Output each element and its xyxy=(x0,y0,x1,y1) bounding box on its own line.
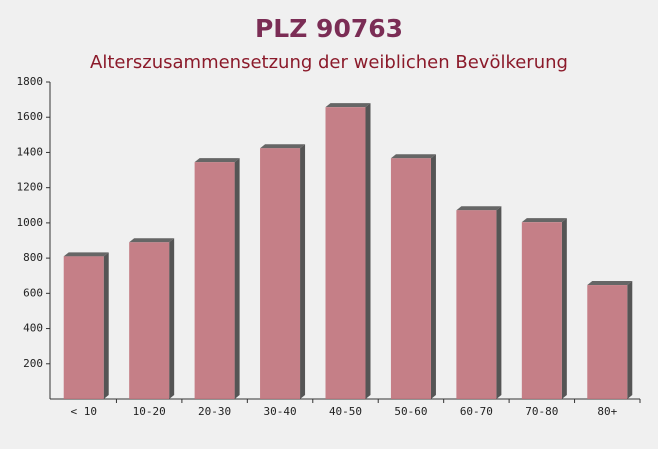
x-tick-label: 70-80 xyxy=(525,405,558,418)
bar-top xyxy=(260,144,306,149)
x-tick-label: 40-50 xyxy=(329,405,362,418)
bar xyxy=(325,107,366,399)
y-tick-label: 1800 xyxy=(17,75,44,88)
bar-side xyxy=(234,158,240,399)
bar-top xyxy=(129,238,175,243)
x-tick-label: 10-20 xyxy=(133,405,166,418)
bar-side xyxy=(300,144,306,399)
bar-top xyxy=(390,154,436,159)
y-tick-label: 1000 xyxy=(17,216,44,229)
bar-top xyxy=(456,206,502,211)
x-tick-label: 30-40 xyxy=(263,405,296,418)
chart-subtitle: Alterszusammensetzung der weiblichen Bev… xyxy=(90,52,568,73)
bar-side xyxy=(627,281,633,399)
y-tick-label: 1400 xyxy=(17,145,44,158)
bar xyxy=(587,285,628,399)
bar-side xyxy=(103,252,109,399)
y-tick-label: 1200 xyxy=(17,181,44,194)
bar-side xyxy=(496,206,502,399)
bar xyxy=(129,242,170,399)
bar xyxy=(390,158,431,399)
bar-top xyxy=(325,103,371,108)
bar-top xyxy=(194,158,240,163)
bar xyxy=(521,222,562,399)
bar-top xyxy=(587,281,633,286)
y-tick-label: 400 xyxy=(23,322,43,335)
y-tick-label: 600 xyxy=(23,286,43,299)
x-tick-label: < 10 xyxy=(70,405,97,418)
bar-side xyxy=(561,218,567,399)
bar-top xyxy=(63,252,109,257)
y-tick-label: 1600 xyxy=(17,110,44,123)
bar xyxy=(260,148,301,399)
x-tick-label: 50-60 xyxy=(394,405,427,418)
bar-top xyxy=(521,218,567,223)
x-tick-label: 20-30 xyxy=(198,405,231,418)
bar-side xyxy=(169,238,175,399)
bar-side xyxy=(365,103,371,399)
y-tick-label: 800 xyxy=(23,251,43,264)
bar xyxy=(63,256,104,399)
chart-title: PLZ 90763 xyxy=(255,14,403,43)
y-tick-label: 200 xyxy=(23,357,43,370)
bar xyxy=(456,210,497,399)
x-tick-label: 60-70 xyxy=(460,405,493,418)
bar-side xyxy=(430,154,436,399)
x-tick-label: 80+ xyxy=(597,405,617,418)
bar xyxy=(194,162,235,399)
